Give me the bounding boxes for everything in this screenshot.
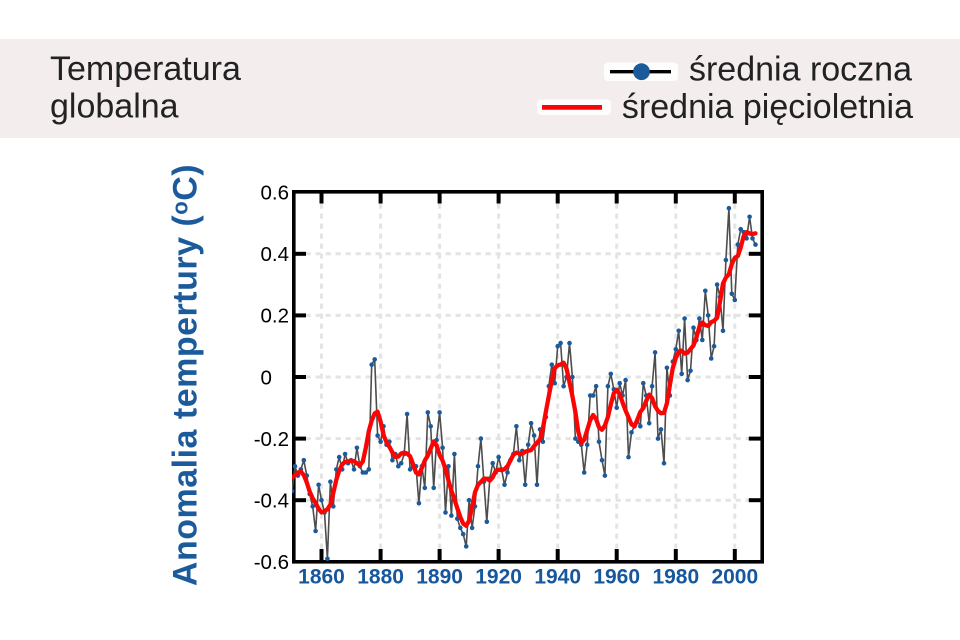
svg-text:1980: 1980 xyxy=(652,566,699,589)
svg-text:1920: 1920 xyxy=(475,566,522,589)
svg-text:średnia roczna: średnia roczna xyxy=(689,51,912,89)
svg-text:Anomalia tempertury (oC): Anomalia tempertury (oC) xyxy=(167,164,205,586)
svg-text:1860: 1860 xyxy=(298,566,345,589)
svg-text:-0.6: -0.6 xyxy=(254,551,289,574)
svg-text:0.4: 0.4 xyxy=(261,243,290,266)
svg-text:1880: 1880 xyxy=(357,566,404,589)
svg-text:globalna: globalna xyxy=(50,88,179,126)
svg-text:1960: 1960 xyxy=(593,566,640,589)
svg-text:Temperatura: Temperatura xyxy=(50,50,241,88)
svg-text:0.6: 0.6 xyxy=(261,182,290,205)
svg-text:-0.4: -0.4 xyxy=(254,490,289,513)
svg-text:0: 0 xyxy=(261,366,272,389)
svg-text:0.2: 0.2 xyxy=(261,305,290,328)
svg-text:1890: 1890 xyxy=(416,566,463,589)
svg-text:2000: 2000 xyxy=(711,566,758,589)
svg-text:średnia pięcioletnia: średnia pięcioletnia xyxy=(622,88,913,126)
svg-text:1940: 1940 xyxy=(534,566,581,589)
svg-text:-0.2: -0.2 xyxy=(254,428,289,451)
